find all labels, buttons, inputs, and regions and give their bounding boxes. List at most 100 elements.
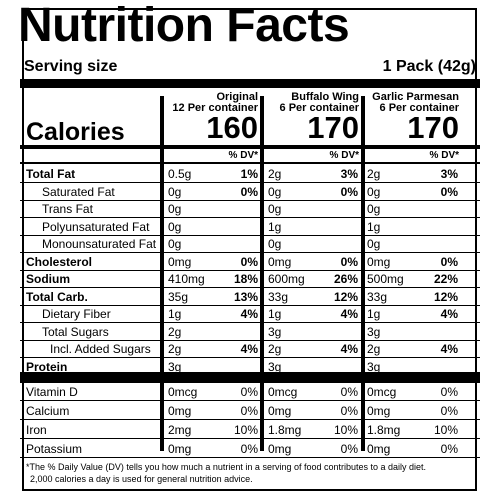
nutrient-row: Sodium 410mg 18% 600mg 26% 500mg 22% [20,270,480,288]
column-header-garlic-parmesan: Garlic Parmesan 6 Per container [372,91,459,114]
nutrient-amount: 0g [268,237,282,251]
nutrient-amount: 35g [168,289,189,304]
nutrient-row: Total Sugars 2g 3g 3g [20,323,480,341]
label-title: Nutrition Facts [18,0,350,52]
nutrient-amount: 0g [168,219,182,234]
vitamin-amount: 0mg [367,404,391,418]
nutrient-amount: 2g [367,167,381,181]
column-separator [361,96,365,451]
calories-label: Calories [26,118,125,146]
nutrient-row: Total Fat 0.5g 1% 2g 3% 2g 3% [20,165,480,183]
nutrient-row: Cholesterol 0mg 0% 0mg 0% 0mg 0% [20,253,480,271]
vitamin-percent-dv: 0% [440,385,458,399]
vitamin-amount: 0mg [168,442,192,456]
footnote-line-1: *The % Daily Value (DV) tells you how mu… [26,462,427,472]
nutrient-amount: 410mg [168,272,205,286]
nutrient-amount: 2g [168,324,182,339]
nutrient-percent-dv: 3% [340,167,358,181]
vitamin-percent-dv: 0% [240,442,258,456]
nutrient-amount: 0g [367,184,381,199]
vitamin-row: Potassium 0mg 0% 0mg 0% 0mg 0% [20,440,480,458]
vitamin-amount: 0mg [268,404,292,418]
nutrient-amount: 1g [367,307,381,321]
vitamin-amount: 0mg [268,442,292,456]
nutrient-amount: 1g [168,307,182,321]
nutrient-row: Monounsaturated Fat 0g 0g 0g [20,235,480,253]
dv-header-buffalo-wing: % DV* [329,150,359,161]
nutrient-amount: 0.5g [168,167,192,181]
nutrient-label: Total Fat [26,167,76,181]
nutrient-row: Incl. Added Sugars 2g 4% 2g 4% 2g 4% [20,340,480,358]
vitamin-amount: 0mcg [168,385,198,399]
nutrient-amount: 0mg [367,254,391,269]
nutrition-panel [22,8,477,491]
footnote-line-2: 2,000 calories a day is used for general… [30,474,253,484]
nutrient-amount: 0g [268,184,282,199]
nutrient-percent-dv: 4% [240,307,258,321]
nutrient-label: Total Sugars [42,324,109,339]
nutrient-percent-dv: 4% [440,342,458,356]
vitamin-amount: 1.8mg [268,423,302,437]
nutrient-amount: 3g [168,359,182,374]
calories-original: 160 [206,110,258,145]
nutrient-percent-dv: 0% [340,184,358,199]
vitamin-percent-dv: 10% [433,423,458,437]
nutrient-percent-dv: 12% [333,289,358,304]
nutrient-row: Trans Fat 0g 0g 0g [20,200,480,218]
nutrient-amount: 2g [268,167,282,181]
vitamin-amount: 0mg [367,442,391,456]
vitamin-amount: 0mcg [367,385,397,399]
nutrient-amount: 2g [367,342,381,356]
nutrient-percent-dv: 4% [440,307,458,321]
nutrient-amount: 1g [268,219,282,234]
nutrient-label: Protein [26,359,68,374]
nutrient-amount: 0mg [268,254,292,269]
vitamin-percent-dv: 0% [340,385,358,399]
nutrient-percent-dv: 4% [340,307,358,321]
calories-garlic-parmesan: 170 [407,110,459,145]
nutrient-amount: 0g [168,202,182,216]
nutrient-amount: 3g [268,359,282,374]
nutrient-percent-dv: 4% [240,342,258,356]
vitamin-amount: 2mg [168,423,192,437]
dv-header-garlic-parmesan: % DV* [429,150,459,161]
vitamin-divider-bar [20,372,480,383]
nutrient-label: Polyunsaturated Fat [42,219,150,234]
column-header-buffalo-wing: Buffalo Wing 6 Per container [279,91,359,114]
nutrient-amount: 0g [168,237,182,251]
nutrient-row: Polyunsaturated Fat 0g 1g 1g [20,218,480,236]
vitamin-percent-dv: 0% [240,385,258,399]
nutrient-label: Incl. Added Sugars [50,342,151,356]
nutrient-percent-dv: 12% [433,289,458,304]
dv-divider [20,162,480,164]
vitamin-percent-dv: 10% [233,423,258,437]
calories-divider [20,145,480,149]
nutrient-amount: 0g [268,202,282,216]
nutrient-percent-dv: 0% [440,254,458,269]
nutrient-amount: 33g [268,289,289,304]
vitamin-row: Vitamin D 0mcg 0% 0mcg 0% 0mcg 0% [20,383,480,401]
nutrient-percent-dv: 26% [333,272,358,286]
nutrient-label: Monounsaturated Fat [42,237,157,251]
nutrient-percent-dv: 4% [340,342,358,356]
nutrient-percent-dv: 1% [240,167,258,181]
nutrient-percent-dv: 0% [440,184,458,199]
nutrient-label: Trans Fat [42,202,93,216]
nutrient-percent-dv: 0% [240,184,258,199]
nutrient-amount: 0mg [168,254,192,269]
nutrient-percent-dv: 18% [233,272,258,286]
nutrient-amount: 600mg [268,272,305,286]
serving-size-label: Serving size [24,58,118,75]
nutrient-label: Saturated Fat [42,184,115,199]
nutrient-row: Total Carb. 35g 13% 33g 12% 33g 12% [20,288,480,306]
nutrient-amount: 3g [367,324,381,339]
vitamin-row: Calcium 0mg 0% 0mg 0% 0mg 0% [20,402,480,420]
footnote: *The % Daily Value (DV) tells you how mu… [26,461,426,485]
dv-header-original: % DV* [228,150,258,161]
vitamin-percent-dv: 0% [340,442,358,456]
nutrient-amount: 0g [367,237,381,251]
nutrient-label: Dietary Fiber [42,307,111,321]
nutrient-amount: 2g [268,342,282,356]
vitamin-amount: 0mg [168,404,192,418]
vitamin-percent-dv: 0% [340,404,358,418]
